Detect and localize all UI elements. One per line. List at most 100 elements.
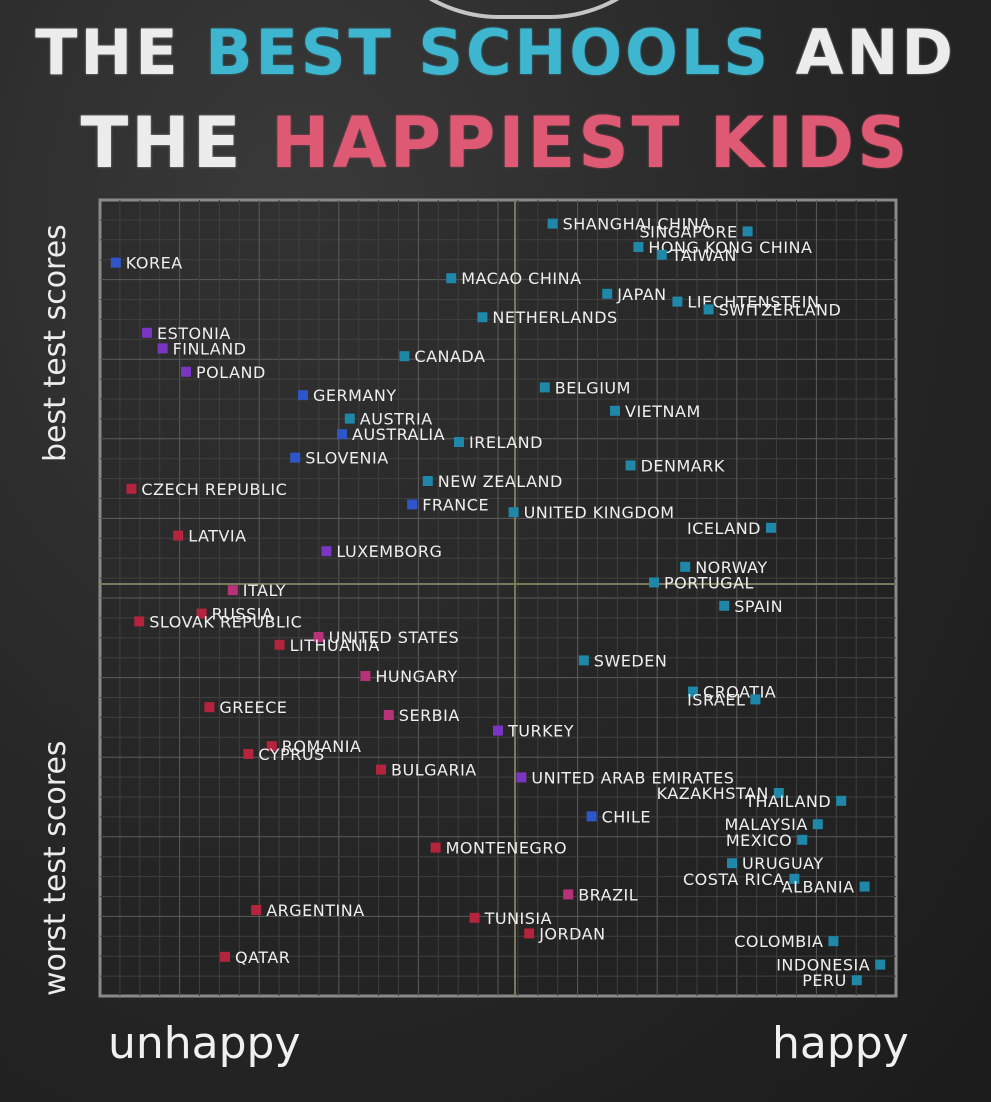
point-label: COSTA RICA <box>683 870 784 889</box>
point-label: HONG KONG CHINA <box>648 238 812 257</box>
point-label: CYPRUS <box>258 745 324 764</box>
point-marker <box>547 218 558 229</box>
point-marker <box>875 959 886 970</box>
point-label: CHILE <box>602 807 651 826</box>
point-marker <box>656 249 667 260</box>
point-marker <box>859 881 870 892</box>
point-marker <box>344 413 355 424</box>
point-label: THAILAND <box>744 792 831 811</box>
point-label: SLOVENIA <box>305 449 389 468</box>
point-label: ITALY <box>243 581 286 600</box>
point-label: SWEDEN <box>594 651 667 670</box>
point-label: PERU <box>802 971 847 990</box>
point-marker <box>836 795 847 806</box>
point-marker <box>266 741 277 752</box>
point-label: JORDAN <box>538 924 605 943</box>
plot-grid <box>100 200 896 996</box>
point-marker <box>454 437 464 447</box>
point-label: HUNGARY <box>375 667 457 686</box>
point-label: UNITED KINGDOM <box>524 503 675 522</box>
point-marker <box>360 671 371 681</box>
point-label: COLOMBIA <box>734 932 823 951</box>
point-marker <box>828 936 839 947</box>
point-marker <box>719 600 730 611</box>
data-points: KOREA SHANGHAI CHINA HONG KONG CHINASINGAP… <box>110 215 886 990</box>
point-marker <box>469 912 480 923</box>
point-marker <box>227 585 238 596</box>
point-marker <box>274 639 285 650</box>
point-marker <box>727 858 737 869</box>
point-marker <box>797 834 808 845</box>
point-label: FRANCE <box>422 495 489 514</box>
point-marker <box>508 507 519 518</box>
point-label: AUSTRALIA <box>352 425 445 444</box>
point-label: GREECE <box>219 698 287 717</box>
point-marker <box>430 842 441 853</box>
point-label: UNITED STATES <box>329 628 460 647</box>
point-label: TAIWAN <box>671 246 737 265</box>
point-label: NORWAY <box>695 558 767 577</box>
point-marker <box>422 476 433 486</box>
point-label: ESTONIA <box>157 324 231 343</box>
point-label: SERBIA <box>399 706 460 725</box>
point-label: CANADA <box>414 347 485 366</box>
point-marker <box>337 429 347 440</box>
point-marker <box>766 522 776 533</box>
point-label: SHANGHAI CHINA <box>563 215 711 234</box>
point-label: LATVIA <box>188 527 246 546</box>
point-marker <box>126 483 137 494</box>
point-label: MACAO CHINA <box>461 269 581 288</box>
point-label: TUNISIA <box>484 909 552 928</box>
point-marker <box>602 288 613 299</box>
point-label: SPAIN <box>734 597 783 616</box>
point-marker <box>220 951 230 962</box>
point-marker <box>477 312 488 323</box>
point-marker <box>204 702 215 713</box>
point-marker <box>493 725 503 736</box>
point-marker <box>672 296 683 307</box>
point-label: URUGUAY <box>742 854 824 873</box>
x-axis-label-left: unhappy <box>108 1018 301 1069</box>
point-marker <box>290 452 301 463</box>
point-marker <box>524 928 535 939</box>
point-label: LITHUANIA <box>290 636 380 655</box>
title-the-1: THE <box>35 16 181 89</box>
point-label: QATAR <box>235 948 290 967</box>
point-marker <box>633 242 644 252</box>
point-marker <box>181 366 191 377</box>
point-marker <box>586 811 597 822</box>
point-marker <box>407 499 418 510</box>
point-label: BELGIUM <box>555 378 631 397</box>
title-and: AND <box>795 16 956 89</box>
point-marker <box>321 546 332 557</box>
point-label: LUXEMBORG <box>336 542 442 561</box>
point-label: LIECHTENSTEIN <box>687 293 819 312</box>
title-line-2: THE HAPPIEST KIDS <box>0 102 991 184</box>
point-label: BULGARIA <box>391 761 477 780</box>
point-marker <box>134 616 145 627</box>
point-label: ARGENTINA <box>266 901 364 920</box>
point-label: SLOVAK REPUBLIC <box>149 612 302 631</box>
point-marker <box>298 390 308 401</box>
point-marker <box>251 905 262 915</box>
title-happiest-kids: HAPPIEST KIDS <box>270 102 911 184</box>
point-marker <box>313 632 324 642</box>
point-label: FINLAND <box>173 339 247 358</box>
point-marker <box>157 343 168 354</box>
point-marker <box>742 226 753 237</box>
point-marker <box>703 304 714 315</box>
point-marker <box>625 460 636 471</box>
point-marker <box>649 577 659 588</box>
point-marker <box>680 561 691 572</box>
point-label: TURKEY <box>507 722 574 741</box>
point-label: UNITED ARAB EMIRATES <box>531 768 734 787</box>
point-label: KOREA <box>126 254 183 273</box>
point-marker <box>773 788 784 798</box>
point-label: ISRAEL <box>687 690 745 709</box>
point-marker <box>750 694 761 705</box>
point-label: NETHERLANDS <box>492 308 617 327</box>
point-marker <box>142 327 152 338</box>
point-label: ICELAND <box>687 519 761 538</box>
title-the-2: THE <box>80 102 244 184</box>
